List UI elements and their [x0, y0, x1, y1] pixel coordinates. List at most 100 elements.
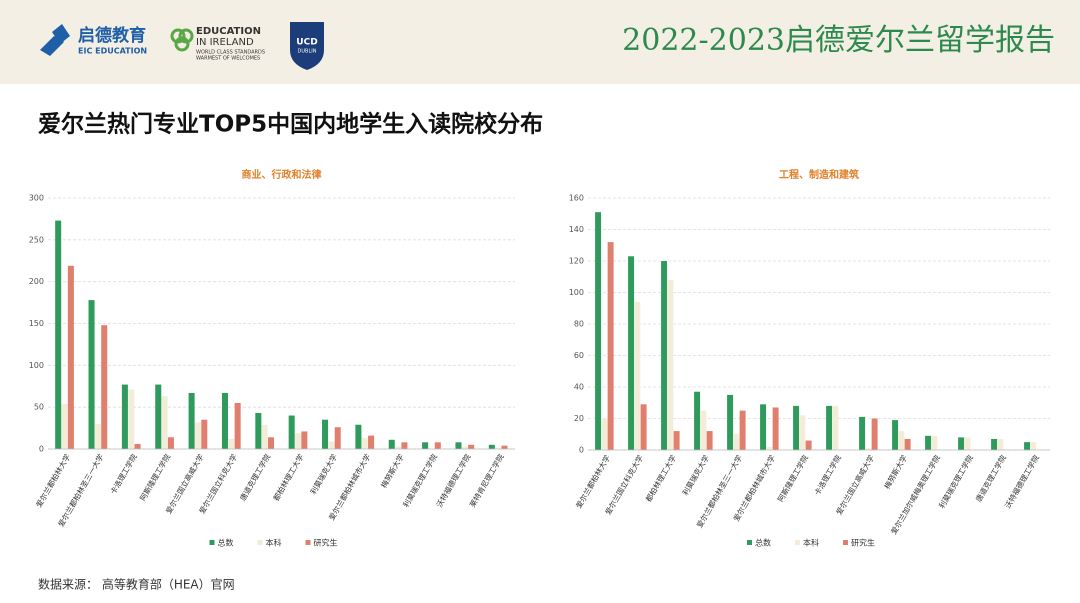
y-tick-label: 0 [579, 446, 584, 455]
bar [88, 300, 95, 449]
bar [925, 435, 932, 450]
legend-label: 本科 [266, 538, 282, 548]
legend-swatch [209, 540, 215, 545]
bar [434, 442, 441, 449]
y-tick-label: 140 [569, 225, 584, 234]
logo-eic-cn: 启德教育 [78, 25, 146, 46]
page-title: 爱尔兰热门专业TOP5中国内地学生入读院校分布 [38, 111, 543, 138]
y-tick-label: 160 [569, 194, 584, 203]
bar [799, 415, 806, 450]
bar [733, 434, 740, 450]
bar [739, 410, 746, 450]
bar [628, 256, 635, 450]
bar [295, 433, 302, 449]
logo-eii-text: WORLD CLASS STANDARDS [196, 50, 265, 56]
legend-swatch [305, 540, 311, 545]
bar [161, 396, 168, 449]
bar [134, 443, 141, 449]
bar [760, 404, 767, 450]
bar [228, 438, 235, 449]
bar [155, 384, 162, 449]
bar [468, 444, 475, 449]
bar [898, 431, 905, 450]
bar [67, 265, 74, 449]
bar [607, 242, 614, 450]
bar [355, 424, 362, 449]
bar [234, 402, 241, 449]
bar [793, 405, 800, 450]
bar [194, 422, 201, 449]
bar [422, 442, 429, 449]
bar [361, 438, 368, 449]
bar [328, 441, 335, 449]
bar [201, 419, 208, 449]
source-note: 数据来源： 高等教育部（HEA）官网 [38, 577, 235, 592]
bar [964, 437, 971, 450]
logo-eic-mark [40, 24, 70, 56]
bar [772, 407, 779, 450]
chart-title: 商业、行政和法律 [242, 168, 322, 181]
bar [865, 448, 872, 450]
bar [188, 392, 195, 449]
bar [700, 410, 707, 450]
bar [805, 440, 812, 450]
y-tick-label: 50 [34, 403, 44, 412]
bar [495, 448, 502, 449]
bar [904, 438, 911, 450]
y-tick-label: 100 [29, 361, 44, 370]
bar [1024, 442, 1031, 450]
bar [501, 445, 508, 449]
y-tick-label: 100 [569, 288, 584, 297]
bar [595, 212, 602, 450]
logo-eii-mark [170, 28, 186, 44]
logo-eic-en: EIC EDUCATION [78, 47, 147, 56]
bar [461, 446, 468, 449]
bar [301, 431, 308, 449]
logo-eii-text: IN IRELAND [196, 37, 254, 48]
bar [826, 405, 833, 450]
bar [488, 444, 495, 449]
bar [288, 415, 295, 449]
bar [694, 391, 701, 450]
bar [706, 431, 713, 450]
bar [601, 418, 608, 450]
bar [832, 405, 839, 450]
bar [101, 325, 108, 449]
bar [871, 418, 878, 450]
y-tick-label: 0 [39, 445, 44, 454]
bar [334, 427, 341, 449]
bar [667, 279, 674, 450]
logo-ucd-shield [290, 22, 324, 70]
legend-label: 总数 [218, 538, 234, 548]
bar [128, 389, 135, 449]
logo-eii-mark [178, 28, 194, 44]
y-tick-label: 200 [29, 277, 44, 286]
legend-swatch [747, 540, 752, 545]
logo-ucd-text: UCD [296, 38, 317, 48]
bar [997, 438, 1004, 450]
bar [322, 419, 329, 449]
bar [727, 394, 734, 450]
bar [255, 413, 262, 449]
bar [661, 261, 668, 450]
bar [61, 403, 68, 449]
y-tick-label: 150 [29, 319, 44, 328]
bar [1030, 442, 1037, 450]
bar [395, 446, 402, 449]
y-tick-label: 80 [574, 320, 584, 329]
y-tick-label: 60 [574, 351, 584, 360]
bar [261, 424, 268, 449]
y-tick-label: 20 [574, 414, 584, 423]
bar [859, 416, 866, 450]
bar [267, 437, 275, 449]
legend-swatch [843, 540, 848, 545]
bar [892, 420, 899, 450]
header-title: 2022-2023启德爱尔兰留学报告 [622, 23, 1055, 58]
bar [634, 301, 641, 450]
logo-eii-text: WARMEST OF WELCOMES [196, 56, 260, 62]
logo-eii-mark [174, 36, 190, 52]
logo-ucd-text: DUBLIN [298, 49, 317, 55]
bar [55, 220, 62, 449]
